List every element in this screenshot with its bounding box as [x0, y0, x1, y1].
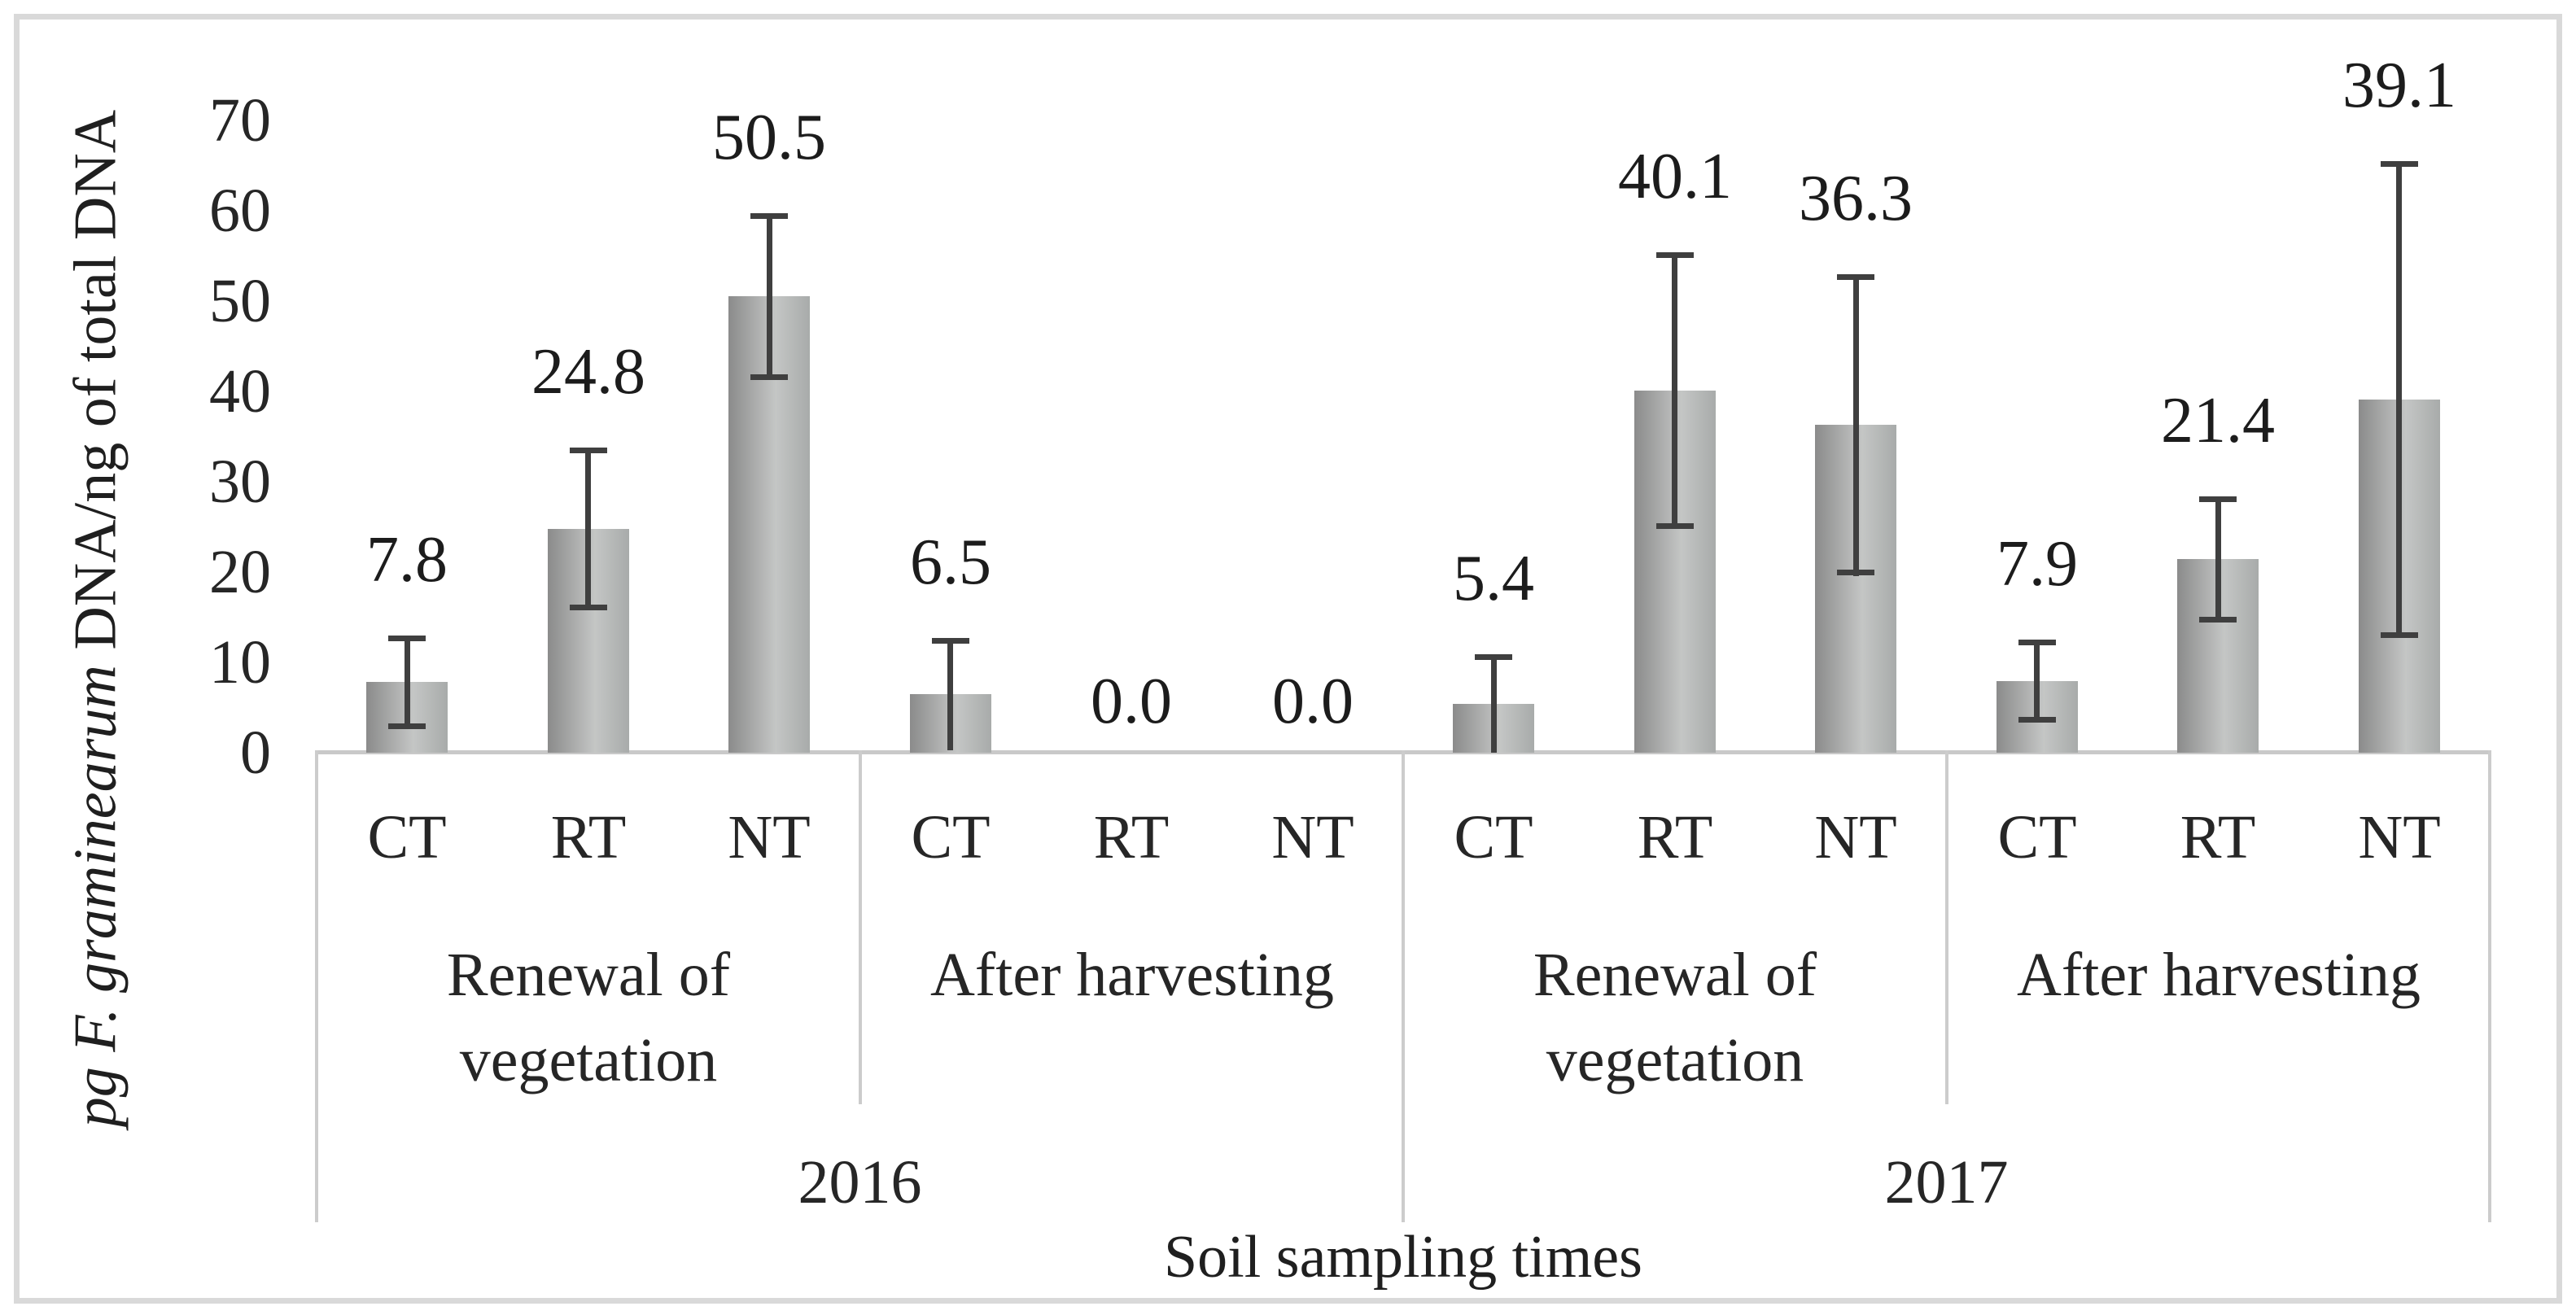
category-separator-year	[1402, 750, 1405, 1222]
treatment-tick-label: CT	[1454, 803, 1533, 872]
error-bar-whisker	[1672, 252, 1677, 529]
error-bar-whisker	[947, 638, 953, 750]
error-bar-whisker	[2215, 496, 2221, 623]
treatment-tick-label: RT	[1637, 803, 1713, 872]
sampling-period-label-line: After harvesting	[930, 941, 1334, 1009]
year-label: 2017	[1884, 1148, 2009, 1217]
sampling-period-label-line: Renewal of	[1533, 941, 1817, 1009]
error-bar-cap-top	[2381, 161, 2418, 167]
error-bar-cap-top	[388, 636, 426, 641]
bar-value-label: 21.4	[2161, 385, 2275, 457]
sampling-period-label: After harvesting	[860, 933, 1404, 1018]
error-bar-whisker	[2396, 161, 2402, 638]
bar-value-label: 40.1	[1618, 141, 1732, 212]
y-tick-label: 40	[209, 357, 271, 426]
bar-value-label: 36.3	[1799, 163, 1913, 234]
error-bar-cap-top	[750, 213, 788, 219]
treatment-tick-label: CT	[1997, 803, 2077, 872]
bar-value-label: 24.8	[531, 336, 645, 408]
bar-value-label: 7.8	[366, 524, 448, 596]
sampling-period-label: Renewal of vegetation	[317, 933, 860, 1103]
treatment-tick-label: CT	[911, 803, 991, 872]
treatment-tick-label: RT	[1093, 803, 1170, 872]
bar-value-label: 39.1	[2342, 50, 2456, 121]
category-separator-year	[2488, 750, 2491, 1222]
error-bar-cap-top	[1656, 252, 1694, 258]
error-bar-cap-bottom	[1656, 523, 1694, 529]
category-separator-year	[315, 750, 318, 1222]
y-tick-label: 10	[209, 628, 271, 697]
treatment-tick-label: CT	[367, 803, 447, 872]
treatment-tick-label: RT	[2180, 803, 2256, 872]
error-bar-whisker	[2034, 640, 2040, 723]
category-separator-group	[1945, 750, 1948, 1104]
error-bar-cap-top	[1475, 654, 1512, 660]
treatment-tick-label: NT	[728, 803, 811, 872]
y-tick-label: 70	[209, 86, 271, 155]
error-bar-cap-top	[1837, 274, 1874, 280]
error-bar-whisker	[585, 448, 591, 610]
bar-value-label: 6.5	[910, 526, 991, 598]
sampling-period-label-line: vegetation	[459, 1026, 718, 1094]
error-bar-whisker	[1491, 654, 1497, 753]
y-tick-label: 60	[209, 177, 271, 245]
y-tick-label: 30	[209, 448, 271, 516]
sampling-period-label: After harvesting	[1947, 933, 2491, 1018]
error-bar-cap-bottom	[2199, 617, 2237, 623]
bar-value-label: 0.0	[1272, 666, 1354, 737]
y-tick-label: 50	[209, 267, 271, 335]
error-bar-cap-top	[570, 448, 607, 453]
y-tick-label: 0	[240, 719, 271, 787]
x-axis-title: Soil sampling times	[1164, 1224, 1642, 1291]
error-bar-cap-top	[2018, 640, 2056, 645]
error-bar-whisker	[767, 213, 772, 379]
treatment-tick-label: RT	[550, 803, 627, 872]
sampling-period-label-line: After harvesting	[2017, 941, 2421, 1009]
bar-value-label: 7.9	[1997, 528, 2078, 600]
error-bar-cap-bottom	[2381, 632, 2418, 638]
category-separator-group	[859, 750, 862, 1104]
y-tick-label: 20	[209, 538, 271, 606]
treatment-tick-label: NT	[2358, 803, 2441, 872]
treatment-tick-label: NT	[1814, 803, 1897, 872]
bar-value-label: 5.4	[1453, 543, 1534, 614]
year-label: 2016	[798, 1148, 922, 1217]
error-bar-cap-top	[932, 638, 969, 644]
figure-border	[14, 14, 2562, 1304]
bar-value-label: 0.0	[1091, 666, 1172, 737]
error-bar-cap-bottom	[750, 374, 788, 380]
sampling-period-label-line: Renewal of	[446, 941, 731, 1009]
sampling-period-label-line: vegetation	[1546, 1026, 1804, 1094]
error-bar-cap-bottom	[1837, 570, 1874, 575]
error-bar-cap-bottom	[2018, 717, 2056, 723]
error-bar-cap-bottom	[570, 605, 607, 610]
treatment-tick-label: NT	[1271, 803, 1354, 872]
bar-value-label: 50.5	[712, 102, 826, 173]
sampling-period-label: Renewal of vegetation	[1403, 933, 1947, 1103]
error-bar-cap-bottom	[388, 723, 426, 729]
error-bar-cap-top	[2199, 496, 2237, 502]
error-bar-whisker	[1853, 274, 1859, 576]
error-bar-whisker	[405, 636, 410, 729]
